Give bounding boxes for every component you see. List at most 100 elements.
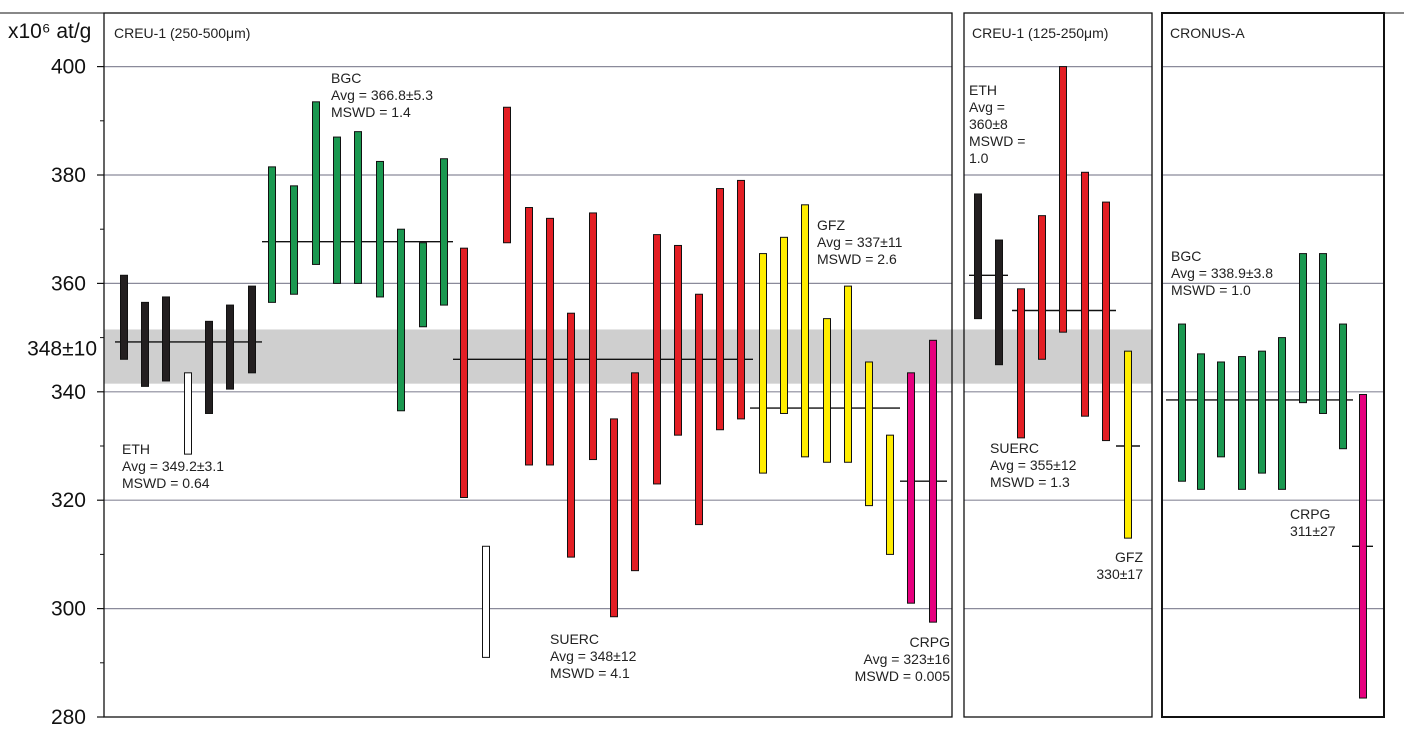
rejected-bar-eth-0 xyxy=(184,372,192,455)
group-label-eth: 1.0 xyxy=(969,150,989,166)
bar-eth-0-3 xyxy=(205,320,213,414)
bar-suerc-0-1 xyxy=(503,106,511,244)
y-tick-label: 340 xyxy=(51,381,86,404)
bar-bgc-2-7 xyxy=(1319,253,1327,414)
group-label-suerc: SUERC xyxy=(990,440,1039,456)
bar-bgc-0-1 xyxy=(290,185,298,295)
bar-bgc-2-2 xyxy=(1217,361,1225,458)
group-label-suerc: MSWD = 4.1 xyxy=(550,665,630,681)
bar-gfz-0-3 xyxy=(823,318,831,463)
bar-bgc-0-2 xyxy=(312,101,320,265)
bar-suerc-0-2 xyxy=(525,207,533,466)
group-label-gfz: GFZ xyxy=(817,217,845,233)
reproducibility-band xyxy=(104,329,1152,384)
bar-bgc-2-1 xyxy=(1197,353,1205,490)
y-tick-label: 400 xyxy=(51,56,86,79)
band-label: 348±10 xyxy=(27,337,97,360)
bar-suerc-0-11 xyxy=(716,188,724,431)
group-label-suerc: MSWD = 1.3 xyxy=(990,474,1070,490)
bar-suerc-0-10 xyxy=(695,293,703,526)
bar-eth-0-4 xyxy=(226,304,234,390)
group-label-crpg: CRPG xyxy=(1290,506,1330,522)
bar-bgc-0-6 xyxy=(397,228,405,412)
panel-title-0: CREU-1 (250-500μm) xyxy=(114,25,250,41)
group-label-bgc: BGC xyxy=(1171,248,1201,264)
bar-suerc-0-4 xyxy=(567,312,575,558)
bar-suerc-0-3 xyxy=(546,217,554,466)
bar-gfz-1-0 xyxy=(1124,350,1132,539)
group-label-crpg: 311±27 xyxy=(1290,523,1336,539)
panel-frame-1 xyxy=(963,12,1153,718)
group-label-eth: ETH xyxy=(969,82,997,98)
bar-eth-0-2 xyxy=(162,296,170,382)
bar-eth-1-0 xyxy=(974,193,982,320)
group-label-eth: Avg = 349.2±3.1 xyxy=(122,458,224,474)
group-label-eth: MSWD = 0.64 xyxy=(122,475,210,491)
bar-suerc-1-0 xyxy=(1017,288,1025,439)
bar-eth-0-1 xyxy=(141,301,149,387)
panel-title-2: CRONUS-A xyxy=(1170,25,1245,41)
bar-bgc-0-5 xyxy=(376,160,384,298)
bar-eth-1-1 xyxy=(995,239,1003,366)
bar-gfz-0-5 xyxy=(865,361,873,507)
bar-suerc-0-12 xyxy=(737,179,745,420)
bar-gfz-0-2 xyxy=(801,204,809,458)
group-label-bgc: Avg = 338.9±3.8 xyxy=(1171,265,1273,281)
bar-gfz-0-1 xyxy=(780,236,788,414)
y-unit-label: x10⁶ at/g xyxy=(8,20,91,43)
group-label-bgc: MSWD = 1.0 xyxy=(1171,282,1251,298)
group-label-crpg: CRPG xyxy=(910,634,950,650)
group-label-gfz: GFZ xyxy=(1115,549,1143,565)
bar-suerc-0-0 xyxy=(460,247,468,498)
group-label-gfz: MSWD = 2.6 xyxy=(817,251,897,267)
group-label-eth: 360±8 xyxy=(969,116,1008,132)
bar-suerc-1-3 xyxy=(1081,171,1089,417)
panel-frame-2 xyxy=(1161,12,1385,718)
y-tick-label: 280 xyxy=(51,706,86,729)
group-label-crpg: MSWD = 0.005 xyxy=(855,668,951,684)
group-label-eth: Avg = xyxy=(969,99,1005,115)
bar-bgc-2-3 xyxy=(1238,356,1246,490)
bar-bgc-0-3 xyxy=(333,136,341,284)
bar-eth-0-0 xyxy=(120,274,128,360)
bar-suerc-0-5 xyxy=(589,212,597,461)
bar-bgc-0-0 xyxy=(268,166,276,303)
group-label-gfz: 330±17 xyxy=(1096,566,1143,582)
group-label-eth: MSWD = xyxy=(969,133,1025,149)
bar-bgc-2-0 xyxy=(1178,323,1186,482)
bar-gfz-0-6 xyxy=(886,434,894,555)
group-label-bgc: MSWD = 1.4 xyxy=(331,104,411,120)
bar-suerc-0-6 xyxy=(610,418,618,618)
bar-crpg-0-0 xyxy=(907,372,915,604)
panel-frame-0 xyxy=(103,12,953,718)
bar-crpg-0-1 xyxy=(929,339,937,623)
bar-bgc-2-5 xyxy=(1278,337,1286,490)
bar-suerc-0-8 xyxy=(653,234,661,485)
group-label-gfz: Avg = 337±11 xyxy=(817,234,903,250)
bar-gfz-0-4 xyxy=(844,285,852,463)
bar-gfz-0-0 xyxy=(759,253,767,474)
group-label-suerc: Avg = 355±12 xyxy=(990,457,1077,473)
bar-bgc-0-7 xyxy=(419,242,427,328)
group-label-suerc: Avg = 348±12 xyxy=(550,648,637,664)
bar-suerc-1-4 xyxy=(1102,201,1110,442)
bar-suerc-1-1 xyxy=(1038,215,1046,360)
y-tick-label: 320 xyxy=(51,489,86,512)
bar-bgc-0-4 xyxy=(354,131,362,284)
bar-suerc-1-2 xyxy=(1059,66,1067,333)
group-label-bgc: BGC xyxy=(331,70,361,86)
group-label-crpg: Avg = 323±16 xyxy=(864,651,951,667)
y-tick-label: 360 xyxy=(51,272,86,295)
bar-crpg-2-0 xyxy=(1359,394,1367,699)
bar-bgc-2-4 xyxy=(1258,350,1266,474)
group-label-suerc: SUERC xyxy=(550,631,599,647)
bar-bgc-0-8 xyxy=(440,158,448,306)
y-tick-label: 380 xyxy=(51,164,86,187)
bar-suerc-0-9 xyxy=(674,244,682,436)
bar-bgc-2-6 xyxy=(1299,253,1307,404)
group-label-eth: ETH xyxy=(122,441,150,457)
group-label-bgc: Avg = 366.8±5.3 xyxy=(331,87,433,103)
y-tick-label: 300 xyxy=(51,598,86,621)
